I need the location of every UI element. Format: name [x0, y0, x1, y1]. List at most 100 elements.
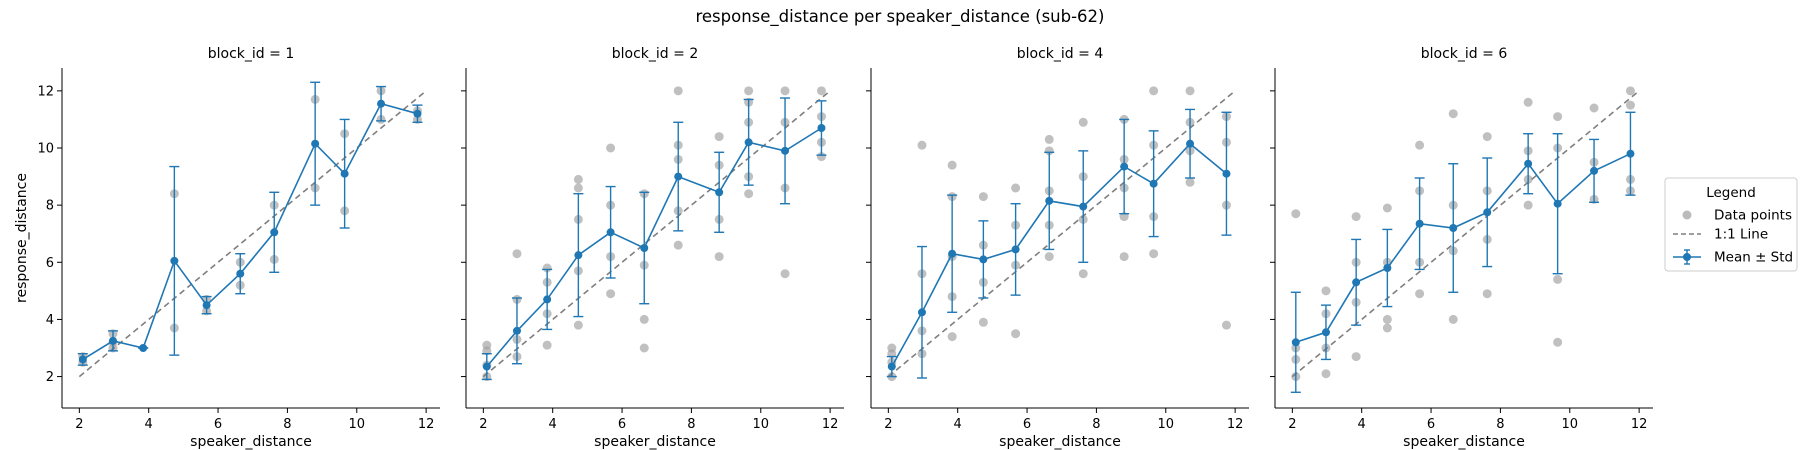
data-point: [1149, 86, 1159, 96]
mean-marker: [640, 244, 649, 252]
mean-marker: [817, 124, 826, 132]
y-tick-label: 8: [46, 199, 54, 214]
data-point: [1185, 177, 1195, 187]
panel-title: block_id = 2: [612, 46, 698, 62]
mean-marker: [236, 269, 245, 278]
x-tick-label: 6: [618, 417, 626, 432]
x-tick-label: 6: [214, 417, 222, 432]
mean-marker: [1222, 169, 1231, 178]
x-tick-label: 4: [954, 417, 962, 432]
data-point: [573, 183, 583, 193]
x-tick-label: 12: [1227, 417, 1244, 432]
data-point: [1011, 183, 1021, 193]
data-point: [673, 86, 683, 96]
panel-4: block_id = 6 2 4 6 8 10 12 speaker_distance: [1270, 46, 1653, 450]
x-tick-label: 12: [418, 417, 435, 432]
data-point: [1351, 352, 1361, 362]
mean-marker: [1011, 245, 1020, 254]
data-point: [780, 269, 790, 279]
data-point: [542, 263, 552, 273]
data-point: [1078, 269, 1088, 279]
panel-title: block_id = 4: [1017, 46, 1104, 62]
legend-mean-label: Mean ± Std: [1714, 250, 1793, 266]
data-point: [1553, 337, 1563, 347]
data-point: [917, 140, 927, 150]
data-point: [744, 189, 754, 199]
mean-marker: [482, 362, 491, 371]
data-point: [1482, 289, 1492, 299]
mean-marker: [1483, 208, 1492, 217]
mean-marker: [606, 228, 615, 237]
x-axis-label: speaker_distance: [594, 434, 716, 450]
mean-marker: [543, 295, 552, 304]
mean-marker: [1383, 264, 1392, 272]
legend-frame: [1664, 177, 1798, 272]
data-point: [639, 314, 649, 324]
panel-2: block_id = 2 2 4 6 8 10 12 speaker_distance: [461, 46, 844, 450]
mean-marker: [1626, 149, 1635, 158]
data-point: [1044, 146, 1054, 156]
data-point: [947, 332, 957, 342]
y-tick-label: 2: [46, 370, 54, 385]
identity-line: [1291, 90, 1640, 378]
data-point: [1382, 314, 1392, 324]
y-tick-label: 4: [46, 313, 54, 328]
x-tick-label: 10: [1157, 417, 1174, 432]
x-tick-label: 12: [822, 417, 839, 432]
panel-3: block_id = 4 2 4 6 8 10 12 speaker_distance: [866, 46, 1249, 450]
mean-marker: [108, 336, 117, 345]
data-point: [573, 174, 583, 184]
data-point: [1448, 109, 1458, 119]
x-tick-label: 10: [752, 417, 769, 432]
data-point: [1078, 117, 1088, 127]
legend: Legend Data points 1:1 Line Mean ± Std: [1664, 177, 1798, 272]
data-point: [1415, 140, 1425, 150]
data-point: [606, 143, 616, 153]
mean-marker: [1291, 338, 1300, 347]
identity-line: [887, 90, 1236, 378]
mean-marker: [270, 228, 279, 237]
data-point: [978, 317, 988, 327]
identity-line: [482, 90, 831, 378]
mean-marker: [887, 362, 896, 371]
y-axis-label: response_distance: [14, 173, 30, 303]
legend-identity-line-label: 1:1 Line: [1714, 227, 1768, 243]
data-points: [887, 86, 1231, 382]
data-point: [1119, 252, 1129, 262]
x-tick-label: 8: [1092, 417, 1100, 432]
mean-series: [77, 81, 423, 366]
mean-marker: [170, 256, 179, 265]
panel-title: block_id = 1: [208, 46, 294, 62]
data-point: [1321, 286, 1331, 296]
data-point: [1291, 209, 1301, 219]
mean-marker: [574, 251, 583, 260]
x-tick-label: 12: [1631, 417, 1648, 432]
x-axis-label: speaker_distance: [999, 434, 1121, 450]
mean-marker: [1553, 199, 1562, 208]
mean-marker: [202, 301, 211, 310]
mean-series: [481, 97, 827, 381]
mean-marker: [1186, 139, 1195, 148]
mean-marker: [1045, 196, 1054, 205]
mean-marker: [1590, 166, 1599, 175]
mean-marker: [1120, 162, 1129, 171]
data-point: [1448, 314, 1458, 324]
x-tick-label: 10: [348, 417, 365, 432]
data-point: [714, 132, 724, 142]
y-tick-label: 10: [37, 142, 54, 157]
data-point: [1553, 112, 1563, 122]
mean-marker: [512, 326, 521, 335]
panel-title: block_id = 6: [1421, 46, 1508, 62]
data-point: [1321, 369, 1331, 379]
mean-marker: [311, 139, 320, 148]
legend-title: Legend: [1706, 185, 1756, 201]
data-points: [482, 86, 826, 382]
data-point: [1553, 274, 1563, 284]
mean-marker: [1524, 159, 1533, 168]
data-point: [947, 160, 957, 170]
mean-marker: [948, 249, 957, 258]
figure-title: response_distance per speaker_distance (…: [695, 7, 1104, 27]
data-point: [639, 343, 649, 353]
data-point: [1149, 249, 1159, 259]
